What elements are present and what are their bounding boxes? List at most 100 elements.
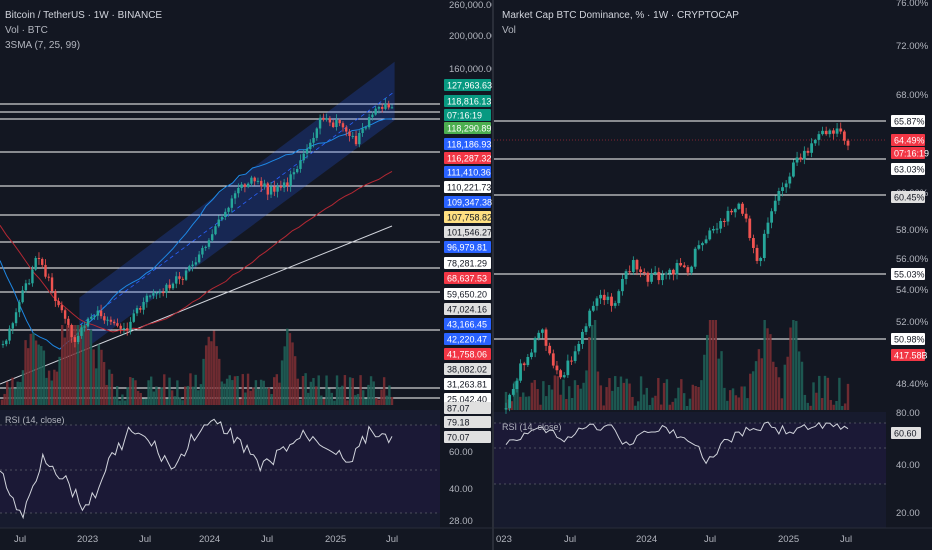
btc-price-tag-bg: [444, 211, 491, 223]
dom-volume-bar: [576, 385, 580, 410]
btc-volume-bar: [40, 346, 43, 405]
dom-rsi-value-tag-bg: [891, 427, 921, 439]
btc-volume-bar: [11, 377, 14, 405]
btc-volume-bar: [356, 393, 360, 405]
btc-candle: [331, 122, 335, 128]
btc-volume-bar: [296, 378, 299, 405]
btc-candle: [367, 117, 371, 128]
btc-volume-bar: [142, 398, 145, 405]
btc-candle: [390, 107, 394, 109]
btc-volume-bar: [16, 381, 19, 405]
dom-volume-bar: [749, 373, 752, 410]
btc-candle: [322, 117, 325, 120]
btc-volume-bar: [202, 358, 205, 405]
btc-rsi-axis-top: 87.07: [447, 404, 470, 414]
btc-volume-bar: [19, 382, 22, 405]
btc-volume-bar: [335, 375, 339, 405]
btc-volume-bar: [123, 400, 127, 405]
dom-volume-bar: [826, 377, 830, 410]
dom-volume-bar: [677, 387, 680, 410]
dom-volume-bar: [795, 320, 798, 410]
btc-price-tag: 118,290.89: [447, 124, 491, 134]
vol-indicator-label[interactable]: Vol · BTC: [5, 25, 48, 36]
btc-volume-bar: [215, 346, 218, 405]
dom-level-tag: 07:16:19: [894, 149, 929, 159]
btc-candle: [93, 315, 96, 317]
dom-volume-bar: [556, 376, 559, 410]
btc-price-tag: 110,221.73: [447, 183, 491, 193]
dominance-chart-pane[interactable]: RSI (14, close)76.00%72.00%68.00%62.00%5…: [494, 0, 932, 550]
btc-price-tag: 111,410.36: [447, 168, 491, 178]
btc-volume-bar: [129, 377, 132, 405]
dom-candle: [690, 266, 693, 273]
btc-candle: [161, 292, 165, 294]
dominance-vol-label[interactable]: Vol: [502, 25, 516, 36]
btc-volume-bar: [267, 387, 271, 405]
btc-candle: [142, 301, 145, 310]
dom-volume-bar: [688, 398, 692, 410]
dom-volume-bar: [570, 397, 574, 410]
pane-divider[interactable]: [492, 0, 494, 550]
btc-volume-bar: [115, 385, 119, 405]
dom-volume-bar: [705, 334, 709, 410]
btc-price-tag-bg: [444, 241, 491, 253]
btc-candle: [220, 217, 224, 220]
btc-candle: [63, 310, 67, 319]
dom-rsi-line: [505, 421, 849, 465]
btc-chart-pane[interactable]: RSI (14, close) 260,000.00 200,000.00 160,0…: [0, 0, 497, 550]
dom-candle: [784, 183, 788, 188]
btc-chart-svg[interactable]: RSI (14, close) 260,000.00 200,000.00 160,0…: [0, 0, 497, 550]
dom-candle: [719, 221, 723, 229]
dominance-chart-svg[interactable]: RSI (14, close)76.00%72.00%68.00%62.00%5…: [494, 0, 932, 550]
dom-candle: [777, 191, 781, 201]
btc-candle: [309, 142, 312, 150]
btc-candle: [214, 226, 217, 235]
btc-candle: [171, 283, 175, 289]
btc-volume-bar: [121, 394, 124, 405]
btc-price-tag: 41,758.06: [447, 350, 487, 360]
btc-volume-bar: [8, 387, 12, 405]
dom-candle: [759, 257, 763, 261]
btc-time-tick: Jul: [261, 534, 273, 545]
btc-price-tag-bg: [444, 122, 491, 134]
btc-candle: [318, 117, 322, 129]
btc-price-tag: 59,650.20: [447, 290, 487, 300]
btc-volume-bar: [168, 377, 171, 405]
dom-level-tag: 417.58B: [894, 351, 928, 361]
btc-chart-title[interactable]: Bitcoin / TetherUS · 1W · BINANCE: [5, 10, 163, 21]
btc-volume-bar: [351, 378, 354, 405]
dom-candle: [671, 269, 675, 275]
btc-price-tag: 96,979.81: [447, 243, 487, 253]
btc-price-tag: 118,186.93: [447, 140, 491, 150]
btc-volume-bar: [238, 398, 242, 405]
dom-candle: [693, 248, 697, 267]
dom-volume-bar: [631, 396, 634, 410]
dom-axis-tick: 76.00%: [896, 0, 929, 9]
btc-candle: [168, 284, 171, 289]
dom-volume-bar: [616, 386, 620, 410]
btc-candle: [132, 313, 135, 322]
dom-candle: [621, 278, 624, 292]
dom-volume-bar: [614, 376, 617, 410]
btc-candle: [139, 308, 142, 310]
btc-volume-bar: [173, 396, 176, 405]
btc-volume-bar: [348, 377, 352, 405]
btc-candle: [273, 186, 276, 192]
btc-volume-bar: [71, 325, 74, 405]
btc-candle: [286, 182, 289, 186]
dom-candle: [515, 380, 519, 390]
dom-volume-bar: [815, 392, 818, 410]
dominance-chart-title[interactable]: Market Cap BTC Dominance, % · 1W · CRYPT…: [502, 10, 739, 21]
sma-indicator-label[interactable]: 3SMA (7, 25, 99): [5, 40, 81, 51]
btc-volume-bar: [63, 337, 67, 405]
btc-volume-bar: [362, 390, 365, 405]
btc-volume-bar: [341, 385, 344, 405]
btc-volume-bar: [21, 370, 25, 405]
btc-candle: [289, 174, 292, 186]
dom-volume-bar: [510, 401, 513, 410]
btc-volume-bar: [160, 387, 163, 405]
btc-volume-bar: [210, 341, 213, 405]
btc-volume-bar: [233, 376, 237, 405]
dom-volume-bar: [513, 381, 516, 410]
btc-candle: [246, 183, 250, 187]
